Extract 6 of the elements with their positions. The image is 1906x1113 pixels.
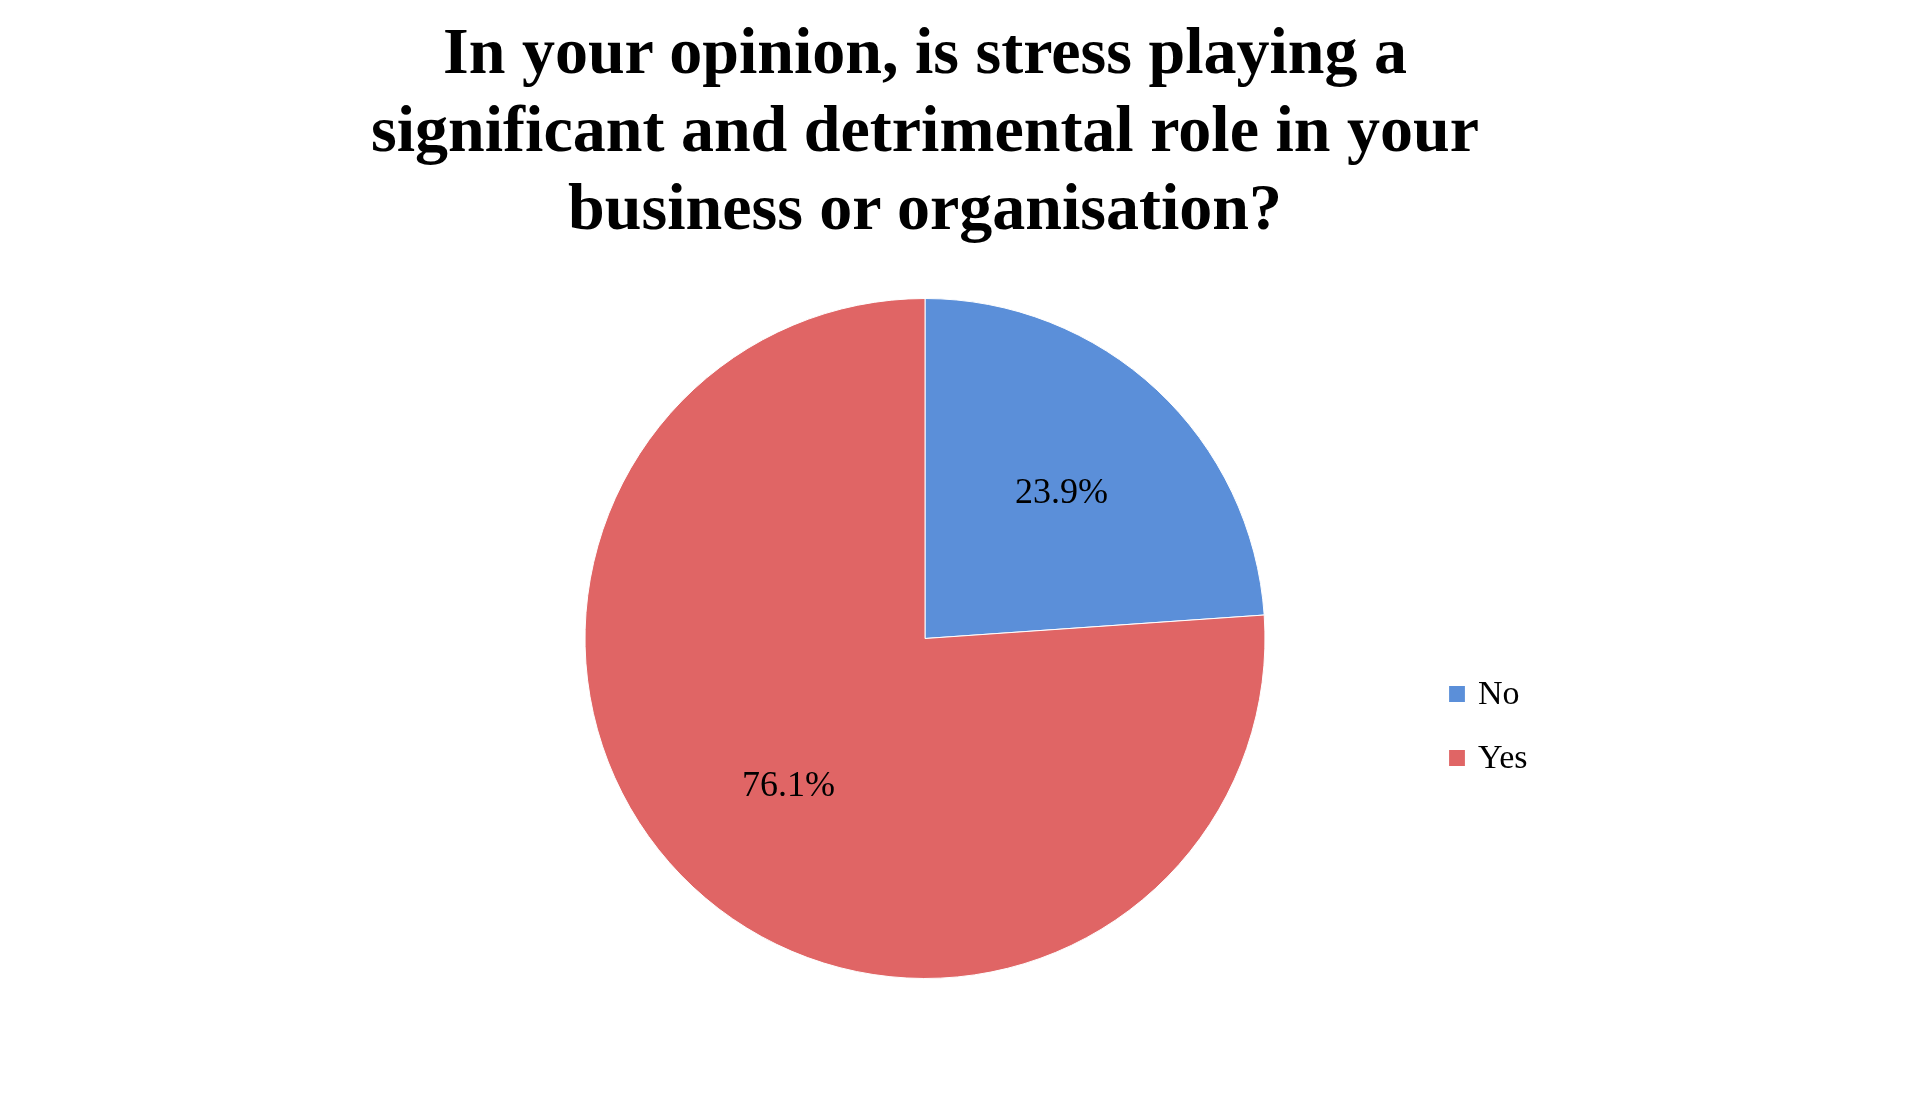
- legend-label: Yes: [1478, 738, 1528, 775]
- pie-slice: [584, 298, 1265, 979]
- data-label: 76.1%: [742, 763, 836, 804]
- legend-label: No: [1478, 674, 1520, 711]
- chart-title: In your opinion, is stress playing a significant and detrimental role in your business or organisation?: [371, 14, 1479, 243]
- data-label: 23.9%: [1014, 471, 1108, 512]
